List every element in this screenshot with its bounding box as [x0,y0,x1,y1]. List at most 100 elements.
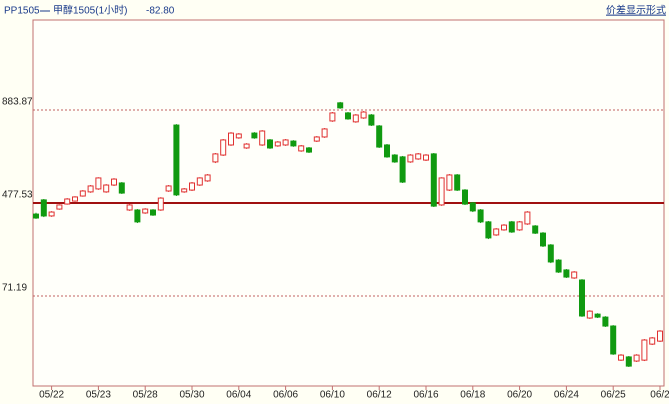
candle-body [79,190,86,197]
candle-body [524,211,531,225]
x-tick-label: 06/20 [507,390,532,401]
candle-body [345,112,351,120]
candle-body [360,111,367,119]
candle-body [516,221,523,231]
candle-body [33,213,39,219]
mode-link[interactable]: 价差显示形式 [606,4,666,17]
candle-body [103,184,110,193]
candle-body [641,339,648,361]
candle-body [485,221,492,239]
y-tick-label: 883.87 [2,97,33,108]
candle-body [306,147,312,153]
candle-body [251,132,258,139]
candle-body [579,279,585,317]
x-tick-label: 06/24 [554,390,579,401]
candle-body [594,313,601,318]
candle-body [563,269,570,278]
candle-body [142,208,149,214]
candle-body [384,144,390,158]
candle-body [633,354,640,362]
candle-body [48,211,55,217]
candle-body [267,139,273,149]
candle-body [555,259,562,273]
candle-body [571,271,578,279]
candle-body [368,114,375,126]
candle-body [501,224,507,231]
candle-body [462,189,468,205]
candle-body [469,202,476,212]
candle-body [618,354,624,361]
candle-body [625,356,632,367]
spread-value: -82.80 [146,6,175,17]
candle-body [189,182,195,191]
candle-body [181,188,188,193]
candle-body [150,209,156,216]
candle-body [157,197,164,211]
x-tick-label: 06/16 [413,390,438,401]
x-tick-label: 06/2 [650,390,669,401]
candle-body [126,204,133,211]
candle-body [657,330,663,342]
candle-body [376,125,383,148]
x-tick-label: 06/10 [320,390,345,401]
candle-body [282,139,289,146]
x-tick-label: 05/30 [179,390,204,401]
x-tick-label: 06/06 [273,390,298,401]
candle-body [493,228,500,236]
candle-body [118,182,125,194]
candle-body [532,225,539,234]
candle-body [477,209,484,223]
x-tick-label: 06/04 [226,390,251,401]
candle-body [352,114,359,123]
candle-body [196,177,203,186]
candle-body [290,140,297,147]
x-tick-label: 06/12 [367,390,392,401]
candle-body [212,153,219,163]
y-tick-label: 477.53 [2,190,33,201]
candle-body [508,221,515,233]
candle-body [423,154,429,161]
x-tick-label: 05/22 [39,390,64,401]
y-tick-label: 71.19 [2,283,27,294]
candle-body [547,244,554,263]
symbol: PP1505 [4,6,40,17]
candle-body [204,174,211,182]
candle-body [220,139,227,156]
candle-body [235,133,242,139]
candle-body [298,145,305,152]
candle-body [649,337,656,345]
candle-body [438,177,445,206]
candle-body [40,199,47,217]
candle-body [446,174,453,191]
series-name: 甲醇1505(1小时) [53,4,127,17]
x-tick-label: 05/28 [133,390,158,401]
candle-body [602,316,609,327]
candle-body [274,141,281,147]
candle-body [243,143,250,149]
candle-body [56,204,63,210]
candle-body [399,156,406,183]
candle-body [228,132,234,146]
candle-body [111,178,117,186]
candle-body [454,174,461,191]
candle-body [72,196,78,202]
candle-body [134,209,141,223]
candle-body [610,325,617,355]
candle-body [321,128,328,138]
candle-body [165,185,172,192]
candle-body [173,124,180,196]
candle-body [407,154,414,163]
candle-body [586,310,593,319]
candle-body [391,154,398,163]
candle-body [329,112,336,122]
candle-body [95,177,102,190]
candle-body [259,130,266,146]
x-tick-label: 05/23 [86,390,111,401]
candle-body [430,153,437,207]
candle-body [540,232,546,247]
candle-body [64,198,71,205]
candle-body [87,185,94,193]
candle-body [313,136,320,142]
x-tick-label: 06/18 [460,390,485,401]
